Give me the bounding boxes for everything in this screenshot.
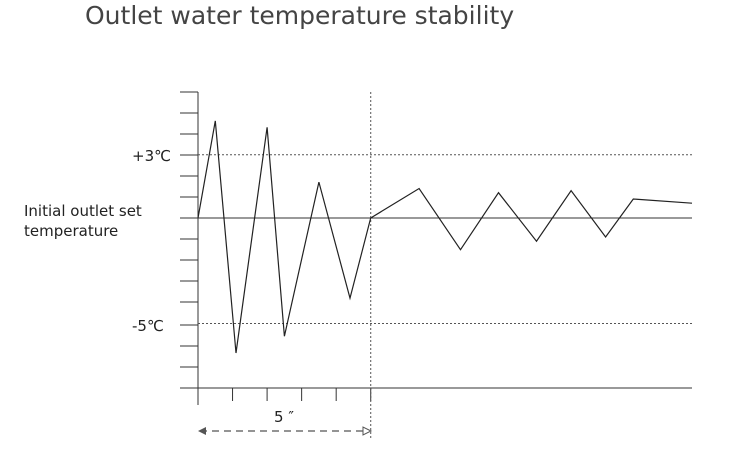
duration-label: 5 ″ <box>274 408 294 426</box>
duration-marker: 5 ″ <box>198 408 373 436</box>
duration-arrow-right <box>362 426 373 436</box>
axes <box>180 91 692 405</box>
chart-title: Outlet water temperature stability <box>85 1 514 30</box>
x-ticks <box>197 388 372 401</box>
duration-arrow-left <box>198 427 206 435</box>
y-ticks <box>180 91 198 368</box>
reference-label-line2: temperature <box>24 222 118 240</box>
reference-label-line1: Initial outlet set <box>24 202 142 220</box>
band-label-upper: +3℃ <box>132 147 171 165</box>
series-line <box>197 120 693 354</box>
band-label-lower: -5℃ <box>132 317 164 335</box>
